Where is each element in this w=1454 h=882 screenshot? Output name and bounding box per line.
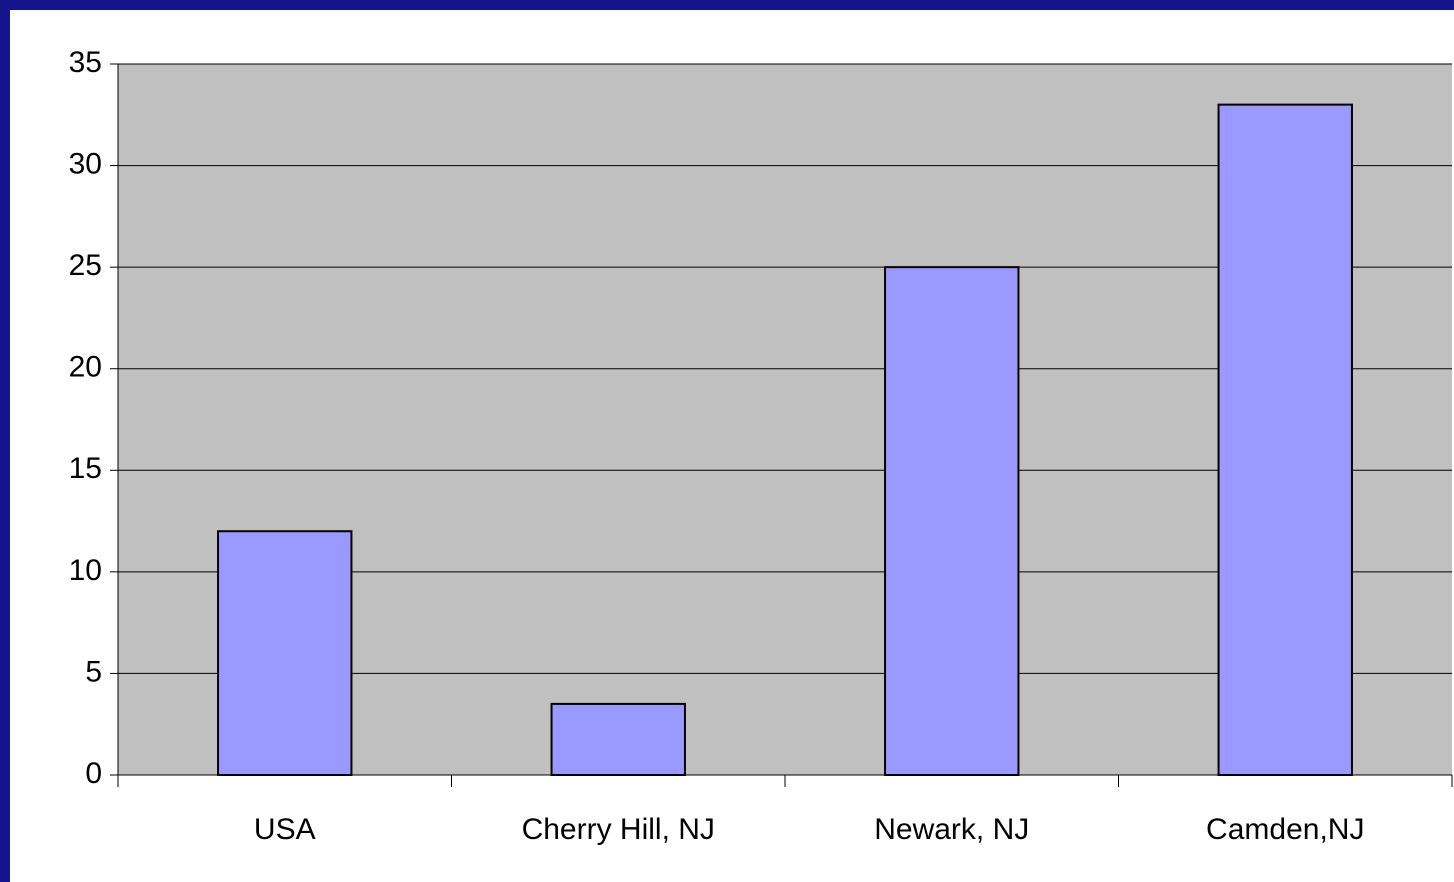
- bar: [1217, 103, 1353, 776]
- x-tick-label: Camden,NJ: [1206, 813, 1364, 846]
- y-tick-label: 5: [85, 655, 102, 688]
- y-tick-label: 20: [69, 351, 102, 384]
- x-tick-label: USA: [254, 813, 316, 846]
- y-tick-label: 30: [69, 147, 102, 180]
- y-tick-label: 15: [69, 452, 102, 485]
- y-tick-label: 35: [69, 46, 102, 79]
- bar: [550, 702, 686, 777]
- bar: [884, 266, 1020, 776]
- x-tick-label: Cherry Hill, NJ: [522, 813, 715, 846]
- y-tick-label: 0: [85, 757, 102, 790]
- bar: [217, 530, 353, 776]
- y-tick-label: 25: [69, 249, 102, 282]
- y-tick-label: 10: [69, 554, 102, 587]
- x-tick-label: Newark, NJ: [874, 813, 1029, 846]
